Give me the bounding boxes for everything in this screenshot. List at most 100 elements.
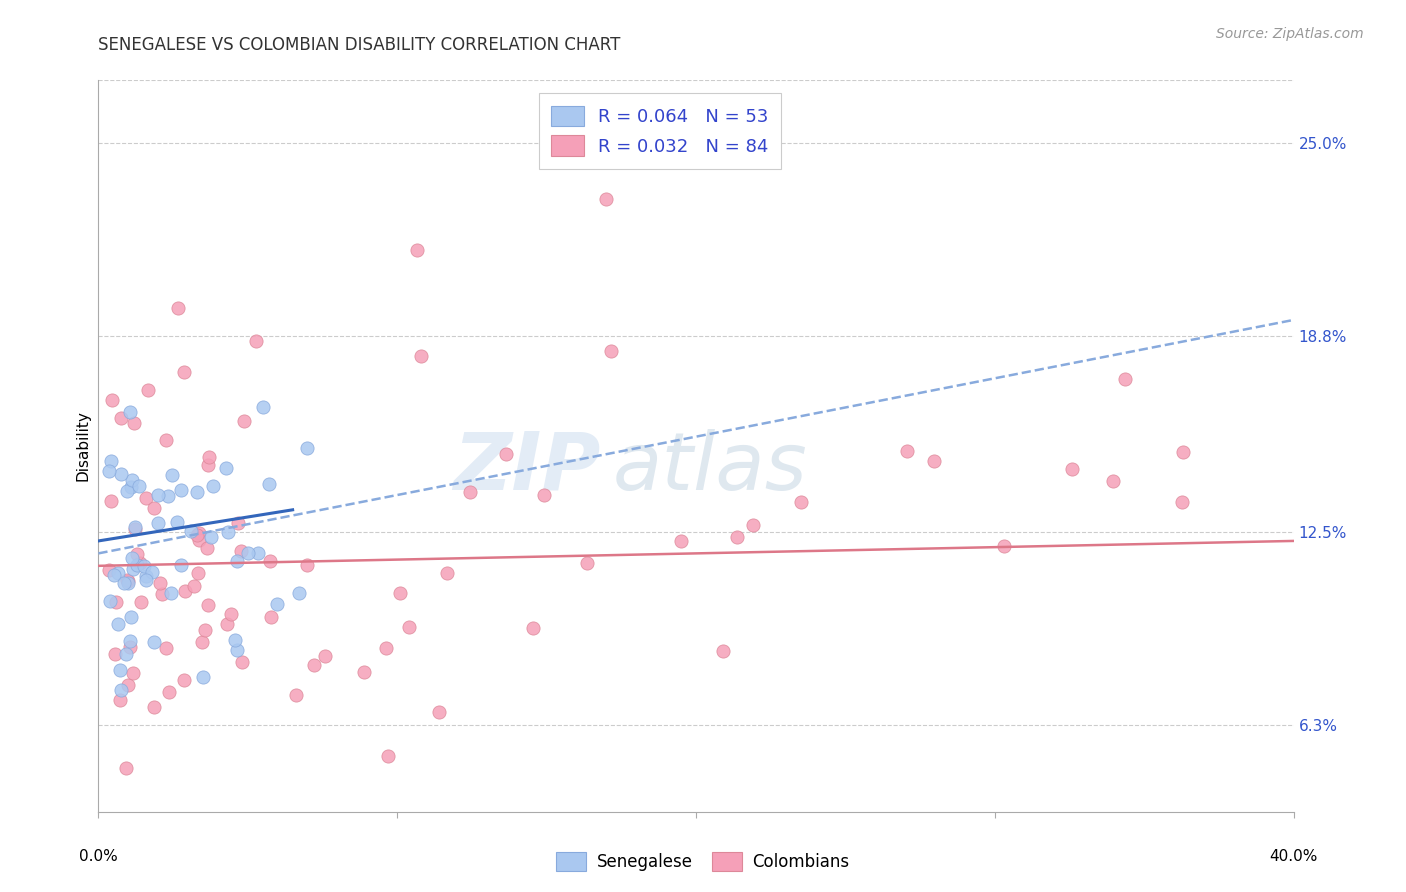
Point [186,484,208,499]
Point [122,562,145,576]
Point [231,655,253,669]
Point [1101,475,1123,489]
Point [155,640,177,655]
Text: SENEGALESE VS COLOMBIAN DISABILITY CORRELATION CHART: SENEGALESE VS COLOMBIAN DISABILITY CORRE… [98,36,621,54]
Point [229,544,252,558]
Point [124,522,146,536]
Legend: R = 0.064   N = 53, R = 0.032   N = 84: R = 0.064 N = 53, R = 0.032 N = 84 [538,93,782,169]
Point [160,467,183,482]
Point [295,558,318,572]
Text: atlas: atlas [613,429,807,507]
Point [166,301,188,316]
Point [595,192,617,206]
Point [725,530,748,544]
Text: 40.0%: 40.0% [1270,849,1317,864]
Point [1171,445,1194,459]
Point [118,640,141,655]
Point [194,623,217,637]
Text: Source: ZipAtlas.com: Source: ZipAtlas.com [1216,27,1364,41]
Point [711,643,734,657]
Point [377,748,399,763]
Point [122,666,145,681]
Point [110,683,132,698]
Point [157,685,180,699]
Point [134,559,156,574]
Point [110,664,132,678]
Point [183,579,205,593]
Point [173,673,195,687]
Point [266,598,288,612]
Point [98,594,121,608]
Point [217,525,239,540]
Point [115,647,138,661]
Point [575,556,598,570]
Point [215,461,238,475]
Point [924,454,946,468]
Point [790,495,813,509]
Point [135,491,157,505]
Point [105,595,128,609]
Point [599,343,621,358]
Point [398,620,420,634]
Point [170,483,193,497]
Point [200,530,222,544]
Point [121,551,143,566]
Point [186,528,208,542]
Point [124,520,146,534]
Point [125,547,148,561]
Point [225,554,247,568]
Point [100,453,122,467]
Point [143,500,166,515]
Point [150,587,173,601]
Point [100,493,122,508]
Point [148,488,170,502]
Point [247,546,270,560]
Point [259,476,281,491]
Point [245,334,267,348]
Point [159,586,181,600]
Point [107,617,129,632]
Point [195,541,218,555]
Point [117,574,139,589]
Point [429,706,451,720]
Point [259,609,281,624]
Point [117,576,139,591]
Text: 0.0%: 0.0% [79,849,118,864]
Point [314,649,336,664]
Point [219,607,242,621]
Point [533,488,555,502]
Point [522,621,544,635]
Point [187,566,209,580]
Point [118,633,141,648]
Point [120,404,142,418]
Point [197,458,219,473]
Point [110,467,132,482]
Point [115,484,138,499]
Point [136,383,159,397]
Point [669,534,692,549]
Point [117,678,139,692]
Point [131,594,153,608]
Point [411,349,433,363]
Point [405,243,427,257]
Point [128,556,150,570]
Point [238,546,260,560]
Point [108,693,131,707]
Point [115,761,138,775]
Point [169,558,191,573]
Point [112,576,135,591]
Point [252,400,274,414]
Point [495,447,517,461]
Point [225,643,247,657]
Point [993,539,1015,553]
Point [188,533,211,547]
Y-axis label: Disability: Disability [75,410,90,482]
Point [302,657,325,672]
Point [284,689,307,703]
Point [197,598,219,612]
Point [142,635,165,649]
Point [295,441,318,455]
Point [1170,495,1192,509]
Point [1114,372,1136,386]
Point [288,585,311,599]
